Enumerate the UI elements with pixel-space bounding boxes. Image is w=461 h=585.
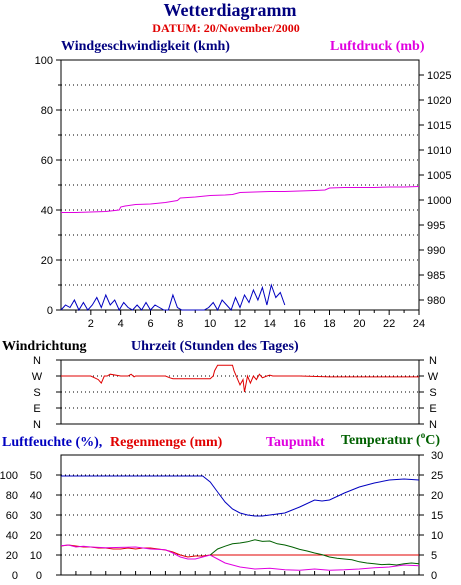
y-left-tick-label: 0 (47, 305, 53, 317)
chart-title: Wetterdiagramm (164, 0, 297, 20)
chart-date: DATUM: 20/November/2000 (152, 21, 299, 35)
humidity-line (61, 475, 420, 517)
temperature-tick-label: 10 (431, 530, 443, 542)
x-tick-label: 16 (294, 318, 306, 330)
direction-label-left: E (33, 403, 40, 415)
y-left-tick-label: 20 (41, 255, 53, 267)
direction-label-left: W (32, 371, 43, 383)
y-left-tick-label: 80 (41, 105, 53, 117)
humidity-tick-label: 100 (0, 470, 18, 482)
wind-pressure-panel: 0 20 40 60 80 100 980 985 990 995 1000 1005 1010 1015… (35, 55, 452, 330)
pressure-axis-title: Luftdruck (mb) (330, 39, 425, 54)
y-right-tick-label: 1020 (427, 95, 451, 107)
humidity-temperature-panel: 0 20 40 60 80 100 0 10 20 30 40 50 0 5 10 15 20 25 30 (0, 450, 443, 582)
x-tick-label: 10 (204, 318, 216, 330)
x-tick-label: 12 (234, 318, 246, 330)
y-left-tick-label: 40 (41, 205, 53, 217)
direction-label-left: N (33, 419, 41, 431)
y-right-tick-label: 1025 (427, 70, 451, 82)
y-right-tick-label: 980 (427, 295, 445, 307)
humidity-tick-label: 20 (6, 550, 18, 562)
x-axis-title: Uhrzeit (Stunden des Tages) (131, 339, 299, 354)
temperature-tick-label: 5 (431, 550, 437, 562)
rain-tick-label: 10 (30, 550, 42, 562)
temperature-axis-title: Temperatur (oC) (341, 430, 440, 448)
y-right-tick-label: 1010 (427, 145, 451, 157)
rain-tick-label: 30 (30, 510, 42, 522)
rain-axis-title: Regenmenge (mm) (110, 435, 223, 450)
x-tick-label: 14 (264, 318, 276, 330)
x-tick-label: 2 (88, 318, 94, 330)
temperature-line (209, 539, 420, 566)
wind-direction-panel: N NW WS SE EN N (32, 355, 439, 431)
direction-label-right: E (429, 403, 436, 415)
pressure-line (61, 186, 420, 213)
temperature-tick-label: 0 (431, 570, 437, 582)
dewpoint-line (60, 544, 420, 571)
y-right-tick-label: 1015 (427, 120, 451, 132)
humidity-tick-label: 60 (6, 510, 18, 522)
direction-label-right: S (429, 387, 436, 399)
y-right-tick-label: 1000 (427, 195, 451, 207)
temperature-tick-label: 25 (431, 470, 443, 482)
direction-label-left: S (33, 387, 40, 399)
direction-label-left: N (33, 355, 41, 367)
rain-tick-label: 50 (30, 470, 42, 482)
y-left-tick-label: 60 (41, 155, 53, 167)
x-tick-label: 8 (177, 318, 183, 330)
y-left-tick-label: 100 (35, 55, 53, 67)
direction-label-right: N (429, 355, 437, 367)
humidity-tick-label: 40 (6, 530, 18, 542)
temperature-tick-label: 30 (431, 450, 443, 462)
direction-label-right: N (429, 419, 437, 431)
temperature-tick-label: 15 (431, 510, 443, 522)
rain-tick-label: 0 (36, 570, 42, 582)
x-tick-label: 24 (413, 318, 425, 330)
dewpoint-title: Taupunkt (266, 435, 325, 450)
humidity-axis-title: Luftfeuchte (%), (2, 435, 102, 450)
rain-tick-label: 40 (30, 490, 42, 502)
x-tick-label: 20 (353, 318, 365, 330)
x-tick-label: 4 (118, 318, 124, 330)
x-tick-label: 22 (383, 318, 395, 330)
wind-direction-line (61, 364, 419, 393)
y-right-tick-label: 990 (427, 245, 445, 257)
y-right-tick-label: 995 (427, 220, 445, 232)
y-right-tick-label: 1005 (427, 170, 451, 182)
rain-tick-label: 20 (30, 530, 42, 542)
direction-label-right: W (428, 371, 439, 383)
wind-speed-line (60, 283, 286, 312)
temperature-tick-label: 20 (431, 490, 443, 502)
wind-speed-axis-title: Windgeschwindigkeit (kmh) (61, 39, 230, 54)
x-tick-label: 18 (323, 318, 335, 330)
wind-direction-title: Windrichtung (2, 339, 87, 354)
y-right-tick-label: 985 (427, 270, 445, 282)
humidity-tick-label: 80 (6, 490, 18, 502)
humidity-tick-label: 0 (12, 570, 18, 582)
x-tick-label: 6 (147, 318, 153, 330)
